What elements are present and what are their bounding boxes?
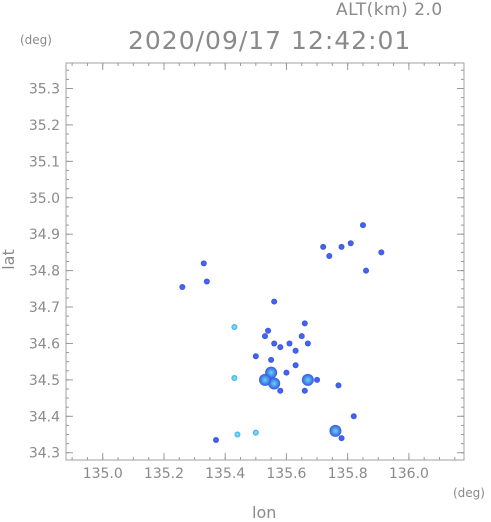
- radar-echo-cell: [298, 333, 305, 340]
- radar-echo-cell: [335, 382, 342, 389]
- x-tick-label: 135.2: [144, 466, 184, 482]
- radar-echo-cell: [326, 253, 333, 260]
- radar-echo-cell: [203, 278, 210, 285]
- radar-echo-cell: [329, 424, 342, 437]
- chart-title-timestamp: 2020/09/17 12:42:01: [128, 26, 412, 55]
- radar-echo-cell: [277, 344, 284, 351]
- radar-echo-cell: [179, 283, 186, 290]
- radar-echo-cell: [338, 243, 345, 250]
- radar-echo-cell: [268, 356, 275, 363]
- radar-echo-cell: [277, 387, 284, 394]
- radar-echo-cell: [286, 340, 293, 347]
- x-tick-label: 136.0: [389, 466, 429, 482]
- radar-echo-cell: [320, 243, 327, 250]
- radar-echo-cell: [231, 375, 238, 382]
- radar-echo-cell: [301, 387, 308, 394]
- radar-echo-cell: [213, 436, 220, 443]
- radar-echo-cell: [304, 340, 311, 347]
- x-axis-label: lon: [252, 503, 277, 522]
- radar-echo-cell: [350, 413, 357, 420]
- radar-echo-cell: [259, 373, 271, 386]
- plot-frame: [65, 62, 465, 461]
- radar-echo-cell: [271, 298, 278, 305]
- radar-echo-cell: [271, 340, 278, 347]
- radar-echo-cell: [347, 240, 354, 247]
- y-tick-label: 34.3: [29, 446, 60, 462]
- radar-echo-cell: [292, 362, 299, 369]
- x-tick-label: 135.6: [266, 466, 306, 482]
- ticks-layer: [66, 63, 464, 460]
- y-tick-label: 35.1: [29, 154, 60, 170]
- x-tick-label: 135.4: [205, 466, 245, 482]
- radar-echo-cell: [252, 429, 259, 436]
- x-tick-label: 135.0: [83, 466, 123, 482]
- radar-echo-cell: [292, 347, 299, 354]
- radar-echo-cell: [262, 333, 268, 340]
- y-tick-label: 34.7: [29, 300, 60, 316]
- tick-labels-layer: 135.0 135.2 135.4 135.6 135.8 136.0 34.3 34.4 34…: [29, 81, 429, 482]
- radar-echo-cell: [200, 260, 207, 267]
- radar-echo-cell: [283, 369, 290, 376]
- x-tick-label: 135.8: [328, 466, 368, 482]
- y-tick-label: 34.8: [29, 264, 60, 280]
- radar-echo-cell: [301, 320, 308, 327]
- radar-echo-cell: [265, 327, 272, 334]
- y-tick-label: 34.5: [29, 373, 60, 389]
- radar-echo-cell: [378, 249, 385, 256]
- y-tick-label: 34.9: [29, 227, 60, 243]
- y-tick-label: 35.2: [29, 118, 60, 134]
- y-tick-label: 34.6: [29, 336, 60, 352]
- radar-echo-cell: [314, 376, 321, 383]
- y-tick-label: 35.0: [29, 191, 60, 207]
- radar-echo-cell: [359, 222, 366, 229]
- y-tick-label: 35.3: [29, 81, 60, 97]
- radar-echo-cell: [338, 435, 345, 442]
- x-unit-label: (deg): [453, 486, 485, 500]
- radar-echo-cell: [252, 353, 259, 360]
- y-unit-label: (deg): [20, 33, 52, 47]
- radar-echo-cell: [234, 431, 241, 438]
- radar-echo-cell: [268, 377, 281, 390]
- echo-layer: [179, 222, 385, 443]
- radar-echo-cell: [363, 267, 370, 274]
- altitude-label: ALT(km) 2.0: [336, 0, 443, 20]
- radar-echo-cell: [301, 373, 314, 386]
- radar-echo-cell: [231, 324, 238, 331]
- y-tick-label: 34.4: [29, 409, 60, 425]
